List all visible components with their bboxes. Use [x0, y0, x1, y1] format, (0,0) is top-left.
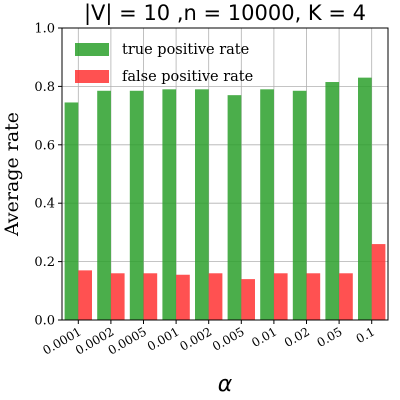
x-tick-label: 0.001: [145, 324, 182, 353]
bar-true-positive: [129, 90, 144, 320]
y-tick-label: 0.0: [34, 314, 55, 329]
y-tick-label: 0.2: [34, 255, 55, 270]
bar-false-positive: [78, 270, 92, 320]
x-tick-label: 0.1: [354, 324, 378, 346]
bar-false-positive: [241, 279, 255, 320]
x-tick-label: 0.05: [314, 324, 344, 349]
bar-false-positive: [143, 273, 158, 320]
bar-false-positive: [371, 244, 386, 320]
bar-true-positive: [64, 102, 79, 321]
x-tick-label: 0.005: [210, 324, 247, 353]
bar-false-positive: [339, 273, 353, 320]
x-tick-label: 0.02: [282, 324, 312, 349]
bar-true-positive: [162, 89, 177, 320]
bar-true-positive: [260, 89, 274, 320]
legend: true positive rate false positive rate: [75, 42, 253, 85]
bar-true-positive: [325, 82, 340, 321]
legend-swatch: [75, 43, 109, 56]
y-tick-label: 0.8: [34, 80, 55, 95]
y-axis-ticks: 0.0 0.2 0.4 0.6 0.8 1.0: [34, 22, 62, 329]
bar-false-positive: [110, 273, 125, 320]
bar-false-positive: [208, 273, 223, 320]
plot-frame: [61, 27, 389, 321]
y-tick-label: 1.0: [34, 22, 55, 37]
legend-label: true positive rate: [122, 42, 249, 58]
chart-title: |V| = 10 ,n = 10000, K = 4: [84, 1, 366, 26]
x-axis-label: α: [218, 372, 233, 397]
bar-false-positive: [306, 273, 321, 320]
bar-true-positive: [195, 89, 209, 320]
bar-false-positive: [273, 273, 288, 320]
x-tick-label: 0.01: [249, 324, 279, 349]
legend-swatch: [75, 70, 109, 83]
x-tick-label: 0.002: [177, 324, 214, 353]
y-axis-label: Average rate: [1, 112, 23, 237]
y-tick-label: 0.4: [34, 197, 55, 212]
bar-true-positive: [358, 77, 372, 320]
legend-label: false positive rate: [122, 69, 253, 85]
bars-layer: [64, 77, 386, 321]
bar-false-positive: [176, 274, 190, 320]
y-tick-label: 0.6: [34, 138, 55, 153]
bar-true-positive: [292, 90, 307, 320]
bar-true-positive: [227, 95, 242, 320]
bar-true-positive: [97, 90, 111, 320]
